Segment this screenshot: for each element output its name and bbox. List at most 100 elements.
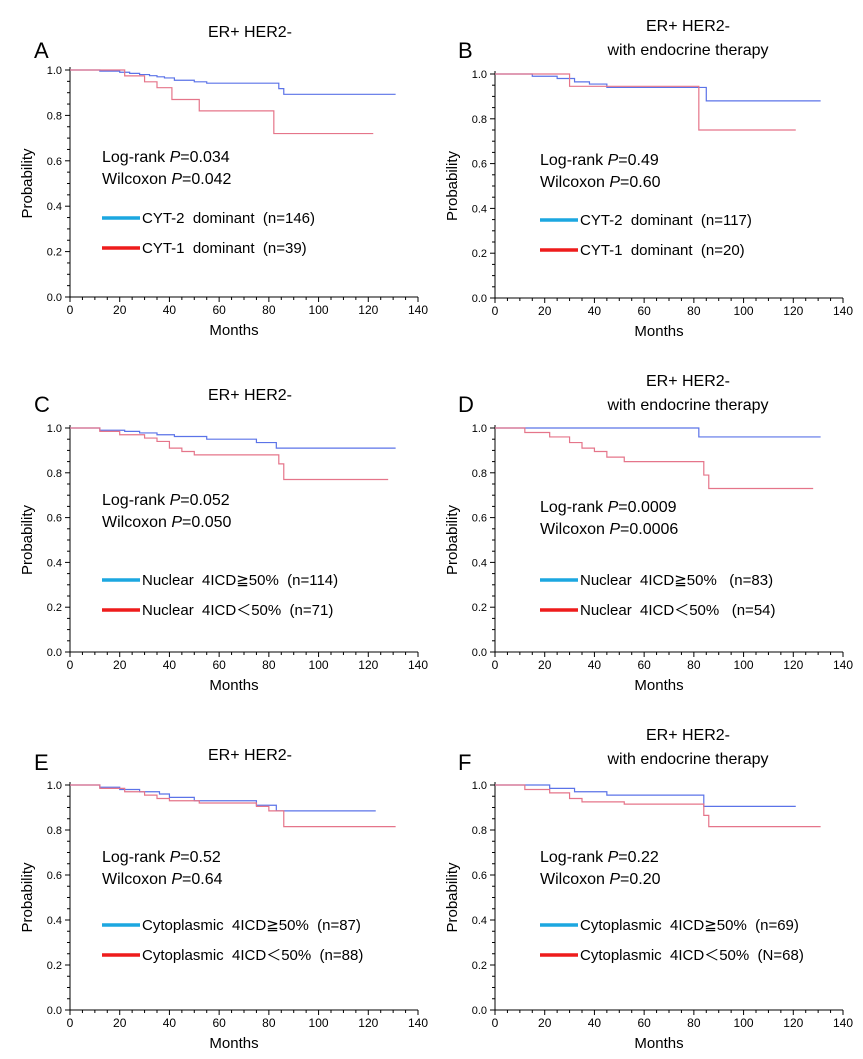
y-axis-label: Probability: [444, 862, 461, 933]
stat-line: Log-rank P=0.052: [102, 492, 230, 509]
y-tick-label: 0.8: [472, 468, 487, 480]
x-tick-label: 20: [538, 658, 552, 672]
x-tick-label: 80: [262, 658, 276, 672]
panel-e: E ER+ HER2- 0.0 0.2 0.4 0.6 0.8 1.0 0 20 40 60 80 100…: [19, 747, 428, 1052]
x-tick-label: 140: [408, 658, 428, 672]
y-tick-label: 0.0: [472, 1005, 487, 1017]
y-tick-label: 0.4: [47, 557, 62, 569]
x-tick-label: 80: [687, 304, 701, 318]
legend-label: Nuclear 4ICD≧50% (n=114): [142, 572, 338, 589]
stat-line: Log-rank P=0.49: [540, 152, 659, 169]
panel-d: D ER+ HER2- with endocrine therapy 0.0 0.2 0.…: [444, 373, 853, 694]
y-axis-label: Probability: [19, 504, 36, 575]
legend-label: Nuclear 4ICD＜50% (n=54): [580, 602, 776, 619]
km-curve-blue: [495, 427, 821, 438]
panel-c: C ER+ HER2- 0.0 0.2 0.4 0.6 0.8 1.0 0 20 40 60 80 100…: [19, 387, 428, 694]
y-tick-label: 0.6: [47, 156, 62, 168]
x-tick-label: 0: [492, 304, 499, 318]
x-tick-label: 0: [67, 1016, 74, 1030]
legend-label: CYT-2 dominant (n=117): [580, 212, 752, 229]
panel-title: ER+ HER2-: [208, 747, 292, 764]
x-tick-label: 140: [408, 303, 428, 317]
x-tick-label: 140: [408, 1016, 428, 1030]
panel-title: ER+ HER2-: [646, 727, 730, 744]
y-tick-label: 0.2: [472, 960, 487, 972]
y-tick-label: 1.0: [47, 423, 62, 435]
y-tick-label: 0.0: [472, 647, 487, 659]
x-tick-label: 0: [67, 658, 74, 672]
stat-line: Wilcoxon P=0.20: [540, 871, 661, 888]
y-tick-label: 1.0: [47, 780, 62, 792]
x-tick-label: 80: [262, 303, 276, 317]
km-curve-red: [70, 69, 374, 135]
x-tick-label: 40: [588, 304, 602, 318]
stat-line: Wilcoxon P=0.60: [540, 174, 661, 191]
x-axis-label: Months: [209, 677, 258, 694]
x-tick-label: 60: [212, 1016, 226, 1030]
stat-line: Log-rank P=0.52: [102, 849, 221, 866]
legend-label: Nuclear 4ICD≧50% (n=83): [580, 572, 773, 589]
km-curve-red: [70, 427, 389, 481]
panel-b: B ER+ HER2- with endocrine therapy 0.0 0.2 0.…: [444, 18, 853, 340]
x-tick-label: 60: [637, 1016, 651, 1030]
x-tick-label: 20: [113, 1016, 127, 1030]
x-tick-label: 40: [163, 1016, 177, 1030]
y-tick-label: 0.2: [472, 602, 487, 614]
km-curve-blue: [70, 784, 376, 812]
x-tick-label: 120: [358, 1016, 378, 1030]
x-tick-label: 140: [833, 304, 853, 318]
x-tick-label: 120: [783, 658, 803, 672]
legend-label: CYT-1 dominant (n=20): [580, 242, 745, 259]
x-tick-label: 80: [687, 658, 701, 672]
y-tick-label: 0.6: [47, 513, 62, 525]
x-tick-label: 40: [588, 1016, 602, 1030]
y-tick-label: 0.2: [472, 248, 487, 260]
y-tick-label: 0.4: [472, 915, 487, 927]
x-tick-label: 60: [212, 303, 226, 317]
y-tick-label: 0.0: [472, 293, 487, 305]
x-tick-label: 20: [538, 1016, 552, 1030]
stat-line: Wilcoxon P=0.042: [102, 171, 232, 188]
legend-label: Cytoplasmic 4ICD≧50% (n=69): [580, 917, 799, 934]
x-tick-label: 100: [309, 303, 329, 317]
legend-label: Nuclear 4ICD＜50% (n=71): [142, 602, 333, 619]
y-axis-label: Probability: [19, 148, 36, 219]
x-axis-label: Months: [209, 322, 258, 339]
y-tick-label: 1.0: [472, 780, 487, 792]
y-tick-label: 0.2: [47, 247, 62, 259]
km-curve-blue: [70, 69, 396, 95]
km-curve-blue: [495, 73, 821, 102]
stat-line: Wilcoxon P=0.0006: [540, 521, 678, 538]
stat-line: Log-rank P=0.22: [540, 849, 659, 866]
y-axis-label: Probability: [444, 150, 461, 221]
y-tick-label: 0.2: [47, 602, 62, 614]
x-tick-label: 100: [734, 304, 754, 318]
x-tick-label: 140: [833, 1016, 853, 1030]
x-tick-label: 60: [637, 658, 651, 672]
y-tick-label: 0.8: [472, 114, 487, 126]
y-tick-label: 0.6: [472, 870, 487, 882]
x-tick-label: 60: [637, 304, 651, 318]
stat-line: Wilcoxon P=0.64: [102, 871, 223, 888]
panel-letter: D: [458, 392, 474, 417]
x-tick-label: 40: [163, 658, 177, 672]
y-tick-label: 1.0: [47, 65, 62, 77]
y-tick-label: 0.6: [472, 159, 487, 171]
legend-label: CYT-2 dominant (n=146): [142, 210, 315, 227]
legend-label: Cytoplasmic 4ICD＜50% (N=68): [580, 947, 804, 964]
x-tick-label: 80: [687, 1016, 701, 1030]
panel-letter: A: [34, 38, 49, 63]
x-tick-label: 40: [588, 658, 602, 672]
panel-subtitle: with endocrine therapy: [607, 751, 769, 768]
x-axis-label: Months: [634, 323, 683, 340]
x-tick-label: 120: [783, 1016, 803, 1030]
panel-a: A ER+ HER2- 0.0 0.2 0.4 0.6 0.8 1.0 0 20 40 60 80 100…: [19, 24, 428, 339]
x-tick-label: 20: [113, 303, 127, 317]
panel-letter: F: [458, 750, 471, 775]
y-tick-label: 1.0: [472, 69, 487, 81]
y-tick-label: 0.2: [47, 960, 62, 972]
panel-letter: C: [34, 392, 50, 417]
km-curve-blue: [70, 427, 396, 449]
km-curve-red: [70, 784, 396, 828]
panel-title: ER+ HER2-: [646, 373, 730, 390]
